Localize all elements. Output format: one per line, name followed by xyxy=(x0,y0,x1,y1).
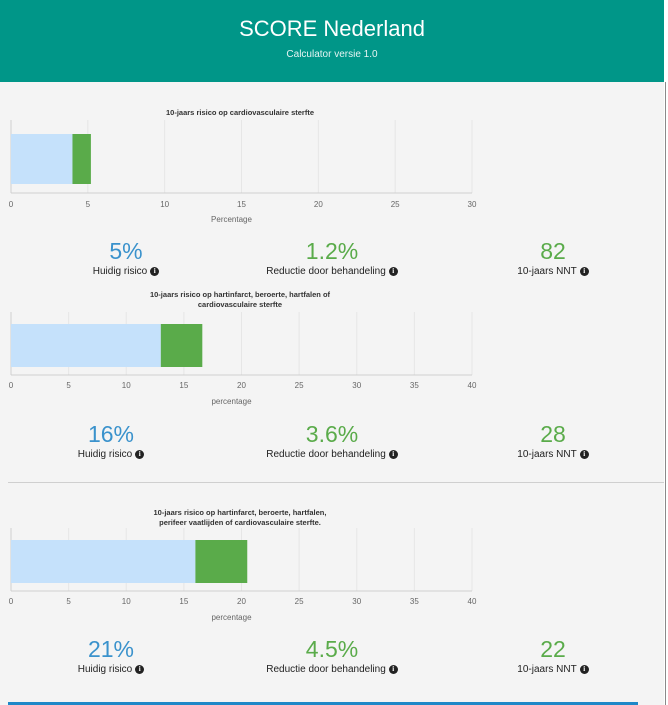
reduction-value: 3.6% xyxy=(305,421,359,447)
info-icon[interactable]: i xyxy=(150,267,160,276)
x-axis-label: percentage xyxy=(211,613,252,622)
stat-current-risk-1: 5% Huidig risico i xyxy=(26,238,226,277)
tick-label: 35 xyxy=(410,381,419,390)
tick-label: 20 xyxy=(237,597,246,606)
reduction-value: 1.2% xyxy=(305,238,359,264)
risk-chart-3: 0 5 10 15 20 25 30 35 40 percentage xyxy=(9,528,477,622)
info-icon[interactable]: i xyxy=(388,267,398,276)
app-version: Calculator versie 1.0 xyxy=(286,49,378,60)
chart-title-1: 10-jaars risico op cardiovasculaire ster… xyxy=(166,108,314,117)
tick-label: 0 xyxy=(9,597,14,606)
reduction-bar xyxy=(160,324,203,367)
tick-label: 15 xyxy=(179,597,188,606)
current-risk-label: Huidig risico xyxy=(77,664,133,675)
app-header: SCORE Nederland Calculator versie 1.0 xyxy=(0,0,664,82)
stat-current-risk-3: 21% Huidig risico i xyxy=(11,636,211,675)
tick-label: 20 xyxy=(314,200,323,209)
info-icon[interactable]: i xyxy=(135,450,145,459)
tick-label: 40 xyxy=(468,381,477,390)
tick-label: 30 xyxy=(352,381,361,390)
current-risk-value: 5% xyxy=(109,238,143,264)
nnt-value: 82 xyxy=(540,238,566,264)
current-risk-label: Huidig risico xyxy=(92,266,148,277)
info-icon[interactable]: i xyxy=(579,665,589,674)
current-risk-value: 21% xyxy=(87,636,135,662)
reduction-label: Reductie door behandeling xyxy=(266,449,386,460)
info-icon[interactable]: i xyxy=(579,450,589,459)
stat-nnt-2: 28 10-jaars NNT i xyxy=(453,421,653,460)
tick-label: 0 xyxy=(9,381,14,390)
nnt-value: 28 xyxy=(540,421,566,447)
tick-label: 5 xyxy=(66,597,71,606)
tick-label: 10 xyxy=(122,381,131,390)
stat-reduction-1: 1.2% Reductie door behandeling i xyxy=(232,238,432,277)
info-icon[interactable]: i xyxy=(388,665,398,674)
x-axis-label: Percentage xyxy=(211,215,252,224)
stat-reduction-2: 3.6% Reductie door behandeling i xyxy=(232,421,432,460)
nnt-label: 10-jaars NNT xyxy=(517,266,577,277)
tick-label: 20 xyxy=(237,381,246,390)
info-icon[interactable]: i xyxy=(135,665,145,674)
tick-label: 10 xyxy=(122,597,131,606)
tick-label: 15 xyxy=(237,200,246,209)
current-risk-label: Huidig risico xyxy=(77,449,133,460)
page-edge xyxy=(664,0,668,705)
tick-label: 5 xyxy=(66,381,71,390)
stat-nnt-1: 82 10-jaars NNT i xyxy=(453,238,653,277)
nnt-value: 22 xyxy=(540,636,566,662)
app-title: SCORE Nederland xyxy=(239,16,425,41)
tick-label: 5 xyxy=(86,200,91,209)
stat-current-risk-2: 16% Huidig risico i xyxy=(11,421,211,460)
tick-label: 0 xyxy=(9,200,14,209)
info-icon[interactable]: i xyxy=(388,450,398,459)
chart-title-2: 10-jaars risico op hartinfarct, beroerte… xyxy=(149,290,331,309)
tick-label: 25 xyxy=(391,200,400,209)
reduction-label: Reductie door behandeling xyxy=(266,266,386,277)
current-risk-value: 16% xyxy=(87,421,135,447)
current-risk-bar xyxy=(11,134,73,184)
tick-label: 15 xyxy=(179,381,188,390)
nnt-label: 10-jaars NNT xyxy=(517,664,577,675)
tick-label: 25 xyxy=(295,381,304,390)
tick-label: 40 xyxy=(468,597,477,606)
reduction-value: 4.5% xyxy=(305,636,359,662)
reduction-label: Reductie door behandeling xyxy=(266,664,386,675)
scrollbar-track[interactable] xyxy=(665,82,666,705)
nnt-label: 10-jaars NNT xyxy=(517,449,577,460)
current-risk-bar xyxy=(11,540,196,583)
x-axis-label: percentage xyxy=(211,397,252,406)
stat-reduction-3: 4.5% Reductie door behandeling i xyxy=(232,636,432,675)
chart-title-3: 10-jaars risico op hartinfarct, beroerte… xyxy=(153,508,327,527)
tick-label: 30 xyxy=(352,597,361,606)
tick-label: 35 xyxy=(410,597,419,606)
current-risk-bar xyxy=(11,324,161,367)
tick-label: 10 xyxy=(160,200,169,209)
risk-chart-2: 0 5 10 15 20 25 30 35 40 percentage xyxy=(9,312,477,406)
risk-chart-1: 0 5 10 15 20 25 30 Percentage xyxy=(9,120,477,224)
tick-label: 30 xyxy=(468,200,477,209)
bottom-accent-bar xyxy=(8,702,638,705)
tick-label: 25 xyxy=(295,597,304,606)
info-icon[interactable]: i xyxy=(579,267,589,276)
stat-nnt-3: 22 10-jaars NNT i xyxy=(453,636,653,675)
reduction-bar xyxy=(195,540,248,583)
section-divider xyxy=(8,482,664,483)
reduction-bar xyxy=(72,134,91,184)
